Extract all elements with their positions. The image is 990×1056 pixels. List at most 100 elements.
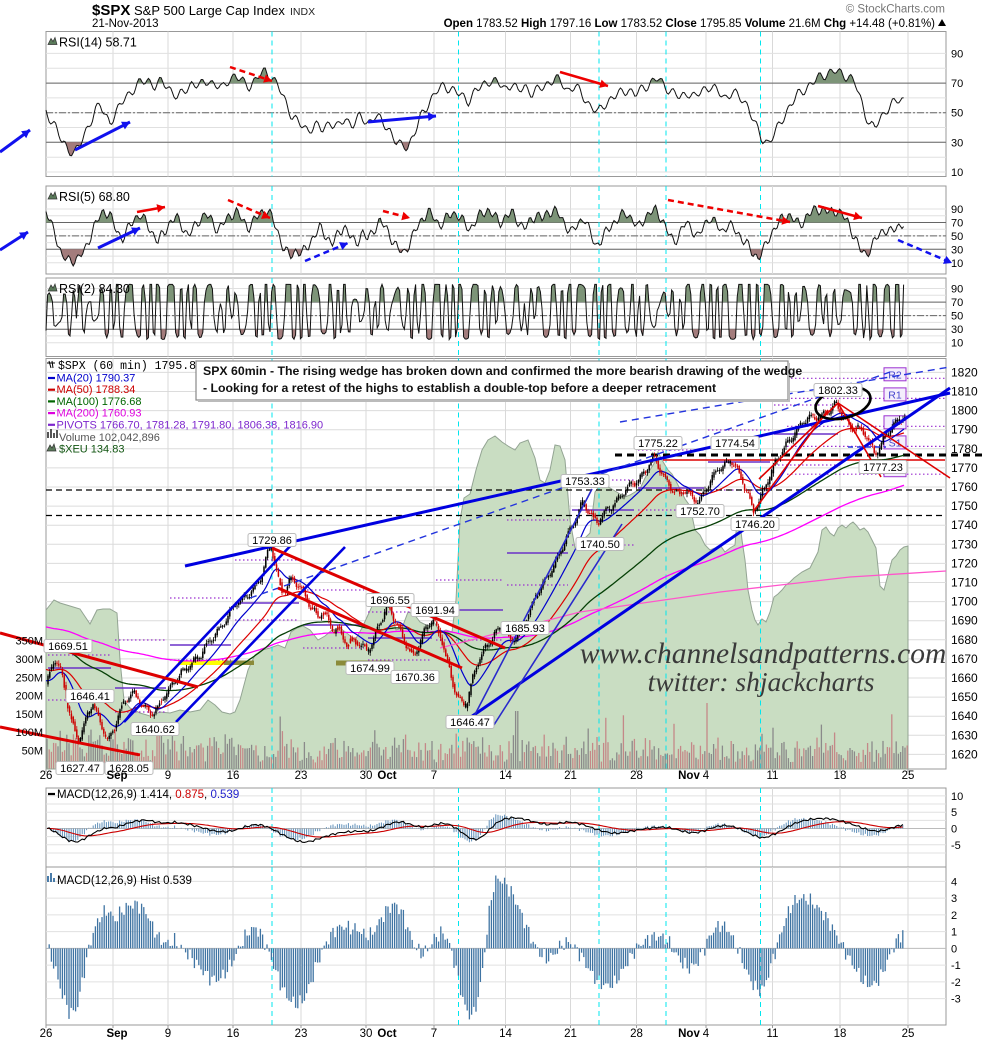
svg-text:1: 1 xyxy=(951,927,957,939)
svg-text:10: 10 xyxy=(951,258,963,270)
svg-text:- Looking for a retest of the: - Looking for a retest of the highs to e… xyxy=(203,381,716,395)
svg-text:1810: 1810 xyxy=(951,385,978,399)
svg-text:1780: 1780 xyxy=(951,442,978,456)
svg-text:350M: 350M xyxy=(15,636,43,648)
svg-text:$XEU 134.83: $XEU 134.83 xyxy=(59,444,124,456)
svg-text:70: 70 xyxy=(951,218,963,230)
svg-text:1696.55: 1696.55 xyxy=(370,595,410,607)
svg-text:S&P 500 Large Cap Index: S&P 500 Large Cap Index xyxy=(134,3,285,18)
svg-text:twitter: shjackcharts: twitter: shjackcharts xyxy=(648,666,875,697)
svg-text:MACD(12,26,9) Hist 0.539: MACD(12,26,9) Hist 0.539 xyxy=(57,875,192,887)
svg-text:50: 50 xyxy=(951,108,963,120)
svg-text:-3: -3 xyxy=(951,994,961,1006)
svg-text:1802.33: 1802.33 xyxy=(818,385,858,397)
svg-text:Nov: Nov xyxy=(678,770,700,782)
svg-text:SPX 60min - The rising wedge h: SPX 60min - The rising wedge has broken … xyxy=(203,364,802,378)
svg-text:21-Nov-2013: 21-Nov-2013 xyxy=(92,18,158,30)
svg-text:11: 11 xyxy=(767,1028,779,1040)
svg-text:150M: 150M xyxy=(15,709,43,721)
svg-text:RSI(2) 84.30: RSI(2) 84.30 xyxy=(59,282,130,296)
svg-text:1680: 1680 xyxy=(951,633,978,647)
svg-text:1770: 1770 xyxy=(951,461,978,475)
svg-text:1691.94: 1691.94 xyxy=(415,605,455,617)
svg-text:100M: 100M xyxy=(15,727,43,739)
svg-text:-1: -1 xyxy=(951,960,961,972)
svg-text:1730: 1730 xyxy=(951,537,978,551)
svg-text:1640.62: 1640.62 xyxy=(135,724,175,736)
svg-text:3: 3 xyxy=(951,893,957,905)
svg-text:10: 10 xyxy=(951,167,963,179)
svg-text:1753.33: 1753.33 xyxy=(565,476,605,488)
svg-text:Oct: Oct xyxy=(377,1028,396,1040)
svg-text:Open 1783.52 High 1797.16 Low: Open 1783.52 High 1797.16 Low 1783.52 Cl… xyxy=(444,18,936,30)
svg-text:1740: 1740 xyxy=(951,518,978,532)
svg-text:5: 5 xyxy=(951,807,957,819)
svg-text:2: 2 xyxy=(951,910,957,922)
svg-text:-5: -5 xyxy=(951,840,961,852)
svg-text:4: 4 xyxy=(951,876,957,888)
svg-text:16: 16 xyxy=(227,1028,240,1040)
svg-text:26: 26 xyxy=(40,1028,53,1040)
svg-text:30: 30 xyxy=(951,137,963,149)
svg-text:1690: 1690 xyxy=(951,614,978,628)
svg-text:90: 90 xyxy=(951,204,963,216)
svg-text:RSI(14) 58.71: RSI(14) 58.71 xyxy=(59,36,137,50)
svg-text:1670.36: 1670.36 xyxy=(395,672,435,684)
svg-text:1620: 1620 xyxy=(951,747,978,761)
svg-text:1800: 1800 xyxy=(951,404,978,418)
svg-text:R1: R1 xyxy=(888,389,902,401)
svg-text:1790: 1790 xyxy=(951,423,978,437)
svg-text:18: 18 xyxy=(834,1028,847,1040)
svg-text:Nov: Nov xyxy=(678,1028,700,1040)
svg-text:$SPX: $SPX xyxy=(92,2,130,19)
svg-text:25: 25 xyxy=(902,1028,915,1040)
svg-text:23: 23 xyxy=(295,1028,308,1040)
svg-text:1820: 1820 xyxy=(951,365,978,379)
svg-text:50: 50 xyxy=(951,311,963,323)
svg-text:1700: 1700 xyxy=(951,595,978,609)
svg-text:21: 21 xyxy=(564,1028,577,1040)
svg-text:Volume 102,042,896: Volume 102,042,896 xyxy=(59,432,160,444)
svg-text:1630: 1630 xyxy=(951,728,978,742)
svg-text:1774.54: 1774.54 xyxy=(715,438,755,450)
svg-text:1669.51: 1669.51 xyxy=(48,641,88,653)
svg-text:MACD(12,26,9) 1.414, 0.875, 0.: MACD(12,26,9) 1.414, 0.875, 0.539 xyxy=(57,789,239,801)
svg-text:30: 30 xyxy=(360,1028,373,1040)
svg-text:70: 70 xyxy=(951,297,963,309)
svg-text:28: 28 xyxy=(630,1028,643,1040)
svg-text:1640: 1640 xyxy=(951,709,978,723)
svg-text:1752.70: 1752.70 xyxy=(680,506,720,518)
svg-text:300M: 300M xyxy=(15,654,43,666)
svg-text:Sep: Sep xyxy=(106,1028,127,1040)
svg-text:MA(50) 1788.34: MA(50) 1788.34 xyxy=(57,384,136,396)
svg-text:250M: 250M xyxy=(15,672,43,684)
svg-text:RSI(5) 68.80: RSI(5) 68.80 xyxy=(59,190,130,204)
svg-text:1660: 1660 xyxy=(951,671,978,685)
svg-text:INDX: INDX xyxy=(290,6,315,18)
svg-text:200M: 200M xyxy=(15,691,43,703)
svg-text:90: 90 xyxy=(951,48,963,60)
svg-text:MA(20) 1790.37: MA(20) 1790.37 xyxy=(57,373,136,385)
svg-text:1646.47: 1646.47 xyxy=(450,717,490,729)
svg-text:30: 30 xyxy=(951,324,963,336)
svg-text:1710: 1710 xyxy=(951,576,978,590)
svg-text:9: 9 xyxy=(165,1028,171,1040)
svg-text:1777.23: 1777.23 xyxy=(863,462,903,474)
svg-text:1740.50: 1740.50 xyxy=(580,539,620,551)
svg-text:Oct: Oct xyxy=(377,770,396,782)
svg-text:90: 90 xyxy=(951,284,963,296)
svg-text:Sep: Sep xyxy=(106,770,127,782)
svg-text:MA(100) 1776.68: MA(100) 1776.68 xyxy=(57,396,142,408)
svg-text:R2: R2 xyxy=(888,369,902,381)
svg-text:10: 10 xyxy=(951,338,963,350)
svg-text:70: 70 xyxy=(951,78,963,90)
svg-text:4: 4 xyxy=(703,1028,710,1040)
svg-text:1746.20: 1746.20 xyxy=(735,519,775,531)
svg-text:7: 7 xyxy=(431,1028,437,1040)
svg-text:1760: 1760 xyxy=(951,480,978,494)
svg-text:-2: -2 xyxy=(951,977,961,989)
svg-text:1720: 1720 xyxy=(951,556,978,570)
svg-text:0: 0 xyxy=(951,824,957,836)
svg-text:MA(200) 1760.93: MA(200) 1760.93 xyxy=(57,408,142,420)
svg-text:1646.41: 1646.41 xyxy=(70,691,110,703)
